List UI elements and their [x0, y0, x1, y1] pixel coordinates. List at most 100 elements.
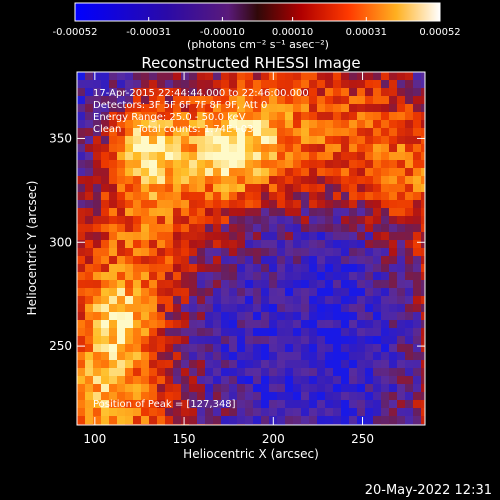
heatmap-cell [197, 176, 205, 184]
heatmap-cell [421, 336, 425, 344]
heatmap-cell [189, 416, 197, 424]
heatmap-cell [301, 336, 309, 344]
heatmap-cell [149, 136, 157, 144]
heatmap-cell [197, 256, 205, 264]
heatmap-cell [117, 72, 125, 80]
heatmap-cell [325, 288, 333, 296]
heatmap-cell [237, 120, 245, 128]
heatmap-cell [405, 392, 413, 400]
heatmap-cell [165, 176, 173, 184]
heatmap-cell [125, 72, 133, 80]
heatmap-cell [333, 344, 341, 352]
heatmap-cell [397, 128, 405, 136]
heatmap-cell [173, 304, 181, 312]
heatmap-cell [117, 240, 125, 248]
heatmap-cell [221, 128, 229, 136]
heatmap-cell [349, 328, 357, 336]
heatmap-cell [189, 256, 197, 264]
heatmap-cell [133, 200, 141, 208]
heatmap-cell [285, 408, 293, 416]
heatmap-cell [293, 120, 301, 128]
heatmap-cell [269, 120, 277, 128]
heatmap-cell [309, 296, 317, 304]
heatmap-cell [277, 408, 285, 416]
heatmap-cell [349, 336, 357, 344]
heatmap-cell [253, 344, 261, 352]
heatmap-cell [117, 80, 125, 88]
heatmap-cell [157, 352, 165, 360]
heatmap-cell [141, 368, 149, 376]
heatmap-cell [245, 224, 253, 232]
heatmap-cell [77, 400, 85, 408]
heatmap-cell [93, 152, 101, 160]
heatmap-cell [117, 224, 125, 232]
heatmap-cell [189, 360, 197, 368]
heatmap-cell [269, 160, 277, 168]
heatmap-cell [349, 96, 357, 104]
heatmap-cell [381, 88, 389, 96]
heatmap-cell [309, 272, 317, 280]
heatmap-cell [181, 104, 189, 112]
heatmap-cell [405, 336, 413, 344]
heatmap-cell [205, 176, 213, 184]
heatmap-cell [85, 232, 93, 240]
heatmap-cell [357, 280, 365, 288]
heatmap-cell [245, 120, 253, 128]
heatmap-cell [181, 88, 189, 96]
heatmap-cell [205, 248, 213, 256]
heatmap-cell [141, 208, 149, 216]
heatmap-cell [333, 224, 341, 232]
heatmap-cell [85, 240, 93, 248]
heatmap-cell [205, 344, 213, 352]
heatmap-cell [365, 392, 373, 400]
heatmap-cell [85, 96, 93, 104]
heatmap-cell [413, 232, 421, 240]
heatmap-cell [309, 176, 317, 184]
heatmap-cell [205, 288, 213, 296]
heatmap-cell [301, 376, 309, 384]
heatmap-cell [421, 128, 425, 136]
heatmap-cell [93, 320, 101, 328]
heatmap-cell [173, 120, 181, 128]
heatmap-cell [301, 400, 309, 408]
heatmap-cell [141, 232, 149, 240]
heatmap-cell [421, 320, 425, 328]
heatmap-cell [397, 96, 405, 104]
heatmap-cell [405, 72, 413, 80]
heatmap-cell [197, 232, 205, 240]
heatmap-cell [301, 152, 309, 160]
heatmap-cell [245, 392, 253, 400]
heatmap-cell [253, 184, 261, 192]
heatmap-cell [221, 304, 229, 312]
heatmap-cell [245, 280, 253, 288]
heatmap-cell [173, 248, 181, 256]
heatmap-cell [269, 176, 277, 184]
heatmap-cell [181, 128, 189, 136]
heatmap-cell [245, 272, 253, 280]
heatmap-cell [253, 144, 261, 152]
heatmap-cell [101, 200, 109, 208]
heatmap-cell [165, 248, 173, 256]
heatmap-cell [341, 208, 349, 216]
heatmap-cell [221, 152, 229, 160]
heatmap-cell [293, 320, 301, 328]
heatmap-cell [365, 368, 373, 376]
heatmap-cell [277, 120, 285, 128]
heatmap-cell [101, 256, 109, 264]
heatmap-cell [317, 200, 325, 208]
heatmap-cell [341, 240, 349, 248]
heatmap-cell [133, 288, 141, 296]
heatmap-cell [165, 240, 173, 248]
heatmap-cell [381, 176, 389, 184]
heatmap-cell [213, 176, 221, 184]
heatmap-cell [293, 104, 301, 112]
heatmap-cell [405, 224, 413, 232]
heatmap-cell [317, 168, 325, 176]
heatmap-cell [109, 224, 117, 232]
heatmap-cell [101, 176, 109, 184]
heatmap-cell [325, 312, 333, 320]
heatmap-cell [221, 216, 229, 224]
heatmap-cell [213, 360, 221, 368]
heatmap-cell [381, 400, 389, 408]
heatmap-cell [325, 144, 333, 152]
